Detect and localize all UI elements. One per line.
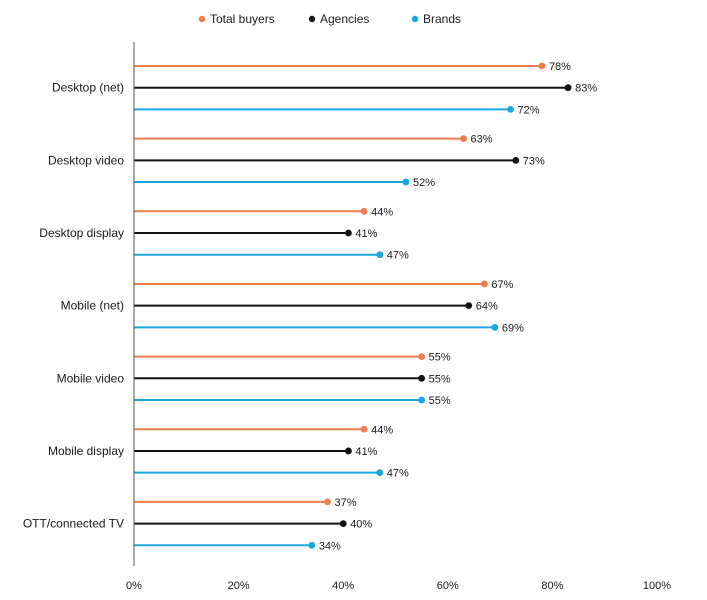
legend-marker — [198, 15, 206, 23]
data-label: 55% — [429, 352, 451, 364]
lollipop-point — [376, 469, 384, 477]
data-label: 63% — [470, 134, 492, 146]
data-label: 52% — [413, 177, 435, 189]
chart-rows: Desktop (net) 78% 83% 72% Desktop video 63% 73… — [23, 61, 597, 552]
data-label: 47% — [387, 468, 409, 480]
lollipop-point — [460, 135, 467, 143]
x-tick-label: 80% — [541, 580, 563, 592]
category-label: Desktop video — [48, 153, 124, 167]
legend-item: Brands — [411, 12, 461, 26]
category-label: Desktop (net) — [52, 81, 124, 95]
data-label: 41% — [355, 446, 377, 458]
data-label: 67% — [491, 279, 513, 291]
category-group: OTT/connected TV 37% 40% 34% — [23, 497, 373, 552]
x-axis-ticks: 0% 20% 40% 60% 80% 100% — [126, 580, 671, 592]
legend-label: Brands — [423, 12, 461, 26]
category-group: Desktop display 44% 41% 47% — [39, 206, 409, 261]
lollipop-point — [345, 447, 352, 455]
lollipop-point — [402, 178, 410, 186]
data-label: 40% — [350, 519, 372, 531]
lollipop-point — [481, 280, 488, 288]
legend-item: Agencies — [308, 12, 369, 26]
data-label: 69% — [502, 322, 524, 334]
data-label: 78% — [549, 61, 571, 73]
data-label: 37% — [335, 497, 357, 509]
category-group: Mobile display 44% 41% 47% — [48, 424, 409, 479]
legend-label: Total buyers — [210, 12, 275, 26]
lollipop-point — [491, 323, 499, 331]
data-label: 72% — [518, 104, 540, 116]
data-label: 55% — [429, 373, 451, 385]
x-tick-label: 100% — [643, 580, 671, 592]
category-group: Desktop video 63% 73% 52% — [48, 134, 545, 189]
lollipop-point — [376, 251, 384, 259]
category-label: OTT/connected TV — [23, 517, 124, 531]
lollipop-point — [360, 425, 368, 433]
data-label: 44% — [371, 424, 393, 436]
lollipop-point — [308, 541, 316, 549]
lollipop-point — [418, 353, 426, 360]
legend-item: Total buyers — [198, 12, 275, 26]
legend: Total buyers Agencies Brands — [198, 12, 461, 26]
data-label: 73% — [523, 155, 545, 167]
legend-marker — [411, 15, 419, 23]
lollipop-point — [418, 374, 426, 382]
lollipop-point — [324, 498, 331, 506]
data-label: 64% — [476, 301, 498, 313]
lollipop-point — [418, 396, 426, 404]
x-tick-label: 40% — [332, 580, 354, 592]
data-label: 55% — [429, 395, 451, 407]
x-tick-label: 20% — [228, 580, 250, 592]
legend-label: Agencies — [320, 12, 369, 26]
data-label: 47% — [387, 250, 409, 262]
x-tick-label: 0% — [126, 580, 142, 592]
lollipop-point — [465, 302, 473, 310]
data-label: 44% — [371, 206, 393, 218]
lollipop-point — [507, 106, 514, 113]
lollipop-point — [564, 84, 572, 92]
legend-marker — [308, 15, 316, 23]
category-label: Mobile (net) — [61, 299, 124, 313]
lollipop-point — [538, 62, 546, 70]
lollipop-point — [345, 229, 352, 237]
category-label: Desktop display — [39, 226, 124, 240]
data-label: 34% — [319, 540, 341, 552]
data-label: 41% — [355, 228, 377, 240]
x-tick-label: 60% — [437, 580, 459, 592]
category-label: Mobile video — [57, 371, 125, 385]
lollipop-point — [339, 520, 347, 527]
lollipop-point — [512, 156, 520, 164]
lollipop-point — [360, 207, 368, 215]
category-group: Mobile (net) 67% 64% 69% — [61, 279, 524, 334]
data-label: 83% — [575, 83, 597, 95]
category-group: Desktop (net) 78% 83% 72% — [52, 61, 597, 116]
category-label: Mobile display — [48, 444, 124, 458]
category-group: Mobile video 55% 55% 55% — [57, 352, 451, 407]
